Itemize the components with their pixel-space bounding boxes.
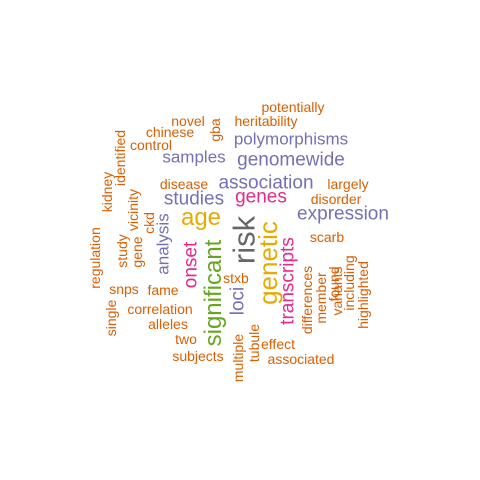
word-transcripts: transcripts [277,237,299,325]
word-tubule: tubule [246,323,262,363]
word-regulation: regulation [87,227,103,289]
word-loci: loci [227,286,249,316]
word-two: two [175,331,197,347]
word-vicinity: vicinity [125,188,141,232]
word-subjects: subjects [172,348,224,364]
word-potentially: potentially [261,99,325,115]
word-highlighted: highlighted [355,261,371,329]
word-gba: gba [207,118,223,142]
word-alleles: alleles [148,316,188,332]
word-expression: expression [297,203,389,225]
word-age: age [180,204,222,231]
word-onset: onset [180,241,202,289]
word-effect: effect [261,336,295,352]
word-studies: studies [163,188,225,210]
word-including: including [341,255,357,311]
word-heritability: heritability [234,113,298,129]
word-disorder: disorder [310,191,362,207]
word-snps: snps [109,281,139,297]
word-correlation: correlation [127,301,193,317]
word-stxb: stxb [223,270,249,286]
word-single: single [103,299,119,337]
word-multiple: multiple [230,333,246,383]
word-scarb: scarb [309,229,345,245]
word-association: association [218,172,314,194]
word-kidney: kidney [99,171,115,213]
word-study: study [114,234,130,268]
word-control: control [129,137,173,153]
word-member: member [313,272,329,324]
word-disease: disease [159,176,209,192]
word-identified: identified [112,129,128,187]
word-polymorphisms: polymorphisms [233,129,349,149]
word-gene: gene [129,236,145,268]
word-genes: genes [235,186,287,208]
word-samples: samples [162,147,226,167]
word-differences: differences [299,265,315,335]
word-novel: novel [171,113,205,129]
word-largely: largely [327,176,369,192]
word-chinese: chinese [145,124,195,140]
word-genomewide: genomewide [237,149,345,171]
word-fame: fame [147,282,179,298]
word-significant: significant [200,239,227,347]
word-analysis: analysis [153,213,173,275]
word-associated: associated [267,351,335,367]
